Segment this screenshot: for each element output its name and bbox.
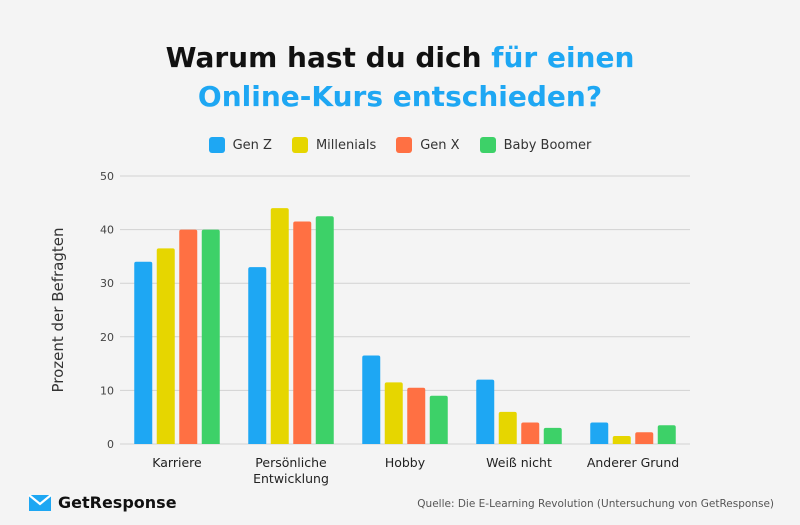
legend-swatch	[396, 137, 413, 153]
y-tick-label: 10	[100, 384, 114, 397]
bar	[521, 422, 540, 444]
y-tick-label: 50	[100, 170, 114, 183]
legend-swatch	[291, 137, 308, 153]
legend-swatch	[479, 137, 496, 153]
legend-label: Gen X	[420, 137, 460, 153]
bar	[429, 395, 448, 444]
y-tick-label: 0	[107, 438, 114, 451]
legend-swatch	[208, 137, 225, 153]
bar	[590, 422, 609, 444]
chart-title: Warum hast du dich für einen Online-Kurs…	[0, 38, 800, 116]
y-tick-label: 20	[100, 331, 114, 344]
x-tick-label: Hobby	[384, 455, 426, 470]
legend-label: Millenials	[315, 137, 377, 153]
legend-item: Gen X	[396, 137, 460, 153]
legend-item: Baby Boomer	[479, 137, 592, 153]
bar	[407, 387, 426, 444]
chart-legend: Gen Z Millenials Gen X Baby Boomer	[0, 137, 800, 153]
x-tick-label: Persönliche Entwicklung	[253, 455, 329, 486]
y-axis-label: Prozent der Befragten	[49, 227, 67, 393]
legend-item: Millenials	[291, 137, 377, 153]
envelope-check-icon	[28, 494, 52, 511]
bar	[543, 427, 562, 444]
bar	[201, 229, 220, 444]
brand-name: GetResponse	[58, 492, 177, 512]
bar	[270, 208, 289, 444]
bar	[156, 248, 175, 444]
title-part-2: für einen	[491, 41, 635, 74]
bar	[476, 379, 495, 444]
bar	[362, 355, 381, 444]
x-tick-label: Anderer Grund	[586, 455, 680, 470]
bar	[635, 432, 654, 444]
legend-item: Gen Z	[208, 137, 272, 153]
legend-label: Gen Z	[232, 137, 272, 153]
y-tick-label: 30	[100, 277, 114, 290]
y-tick-label: 40	[100, 224, 114, 237]
x-tick-label: Karriere	[152, 455, 202, 470]
brand-logo: GetResponse	[28, 492, 177, 512]
bar	[498, 411, 517, 444]
legend-label: Baby Boomer	[503, 137, 592, 153]
bar	[293, 221, 312, 444]
bar	[657, 425, 676, 444]
bar	[315, 216, 334, 444]
title-part-3: Online-Kurs entschieden?	[197, 80, 603, 113]
bar	[384, 382, 403, 444]
bar	[612, 435, 631, 444]
title-part-1: Warum hast du dich	[165, 41, 492, 74]
bar	[179, 229, 198, 444]
x-tick-label: Weiß nicht	[486, 455, 552, 470]
bar	[134, 261, 153, 444]
source-note: Quelle: Die E-Learning Revolution (Unter…	[417, 498, 774, 510]
bar	[248, 267, 267, 444]
